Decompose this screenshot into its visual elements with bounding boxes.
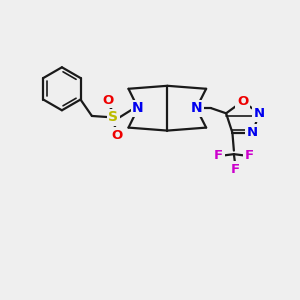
Text: N: N xyxy=(190,101,202,115)
Text: S: S xyxy=(108,110,118,124)
Text: N: N xyxy=(132,101,144,115)
Text: N: N xyxy=(247,126,258,139)
Text: F: F xyxy=(214,149,223,162)
Text: O: O xyxy=(237,95,248,108)
Text: O: O xyxy=(111,129,123,142)
Text: F: F xyxy=(245,149,254,162)
Text: O: O xyxy=(102,94,114,106)
Text: F: F xyxy=(231,163,240,176)
Text: N: N xyxy=(254,107,265,120)
